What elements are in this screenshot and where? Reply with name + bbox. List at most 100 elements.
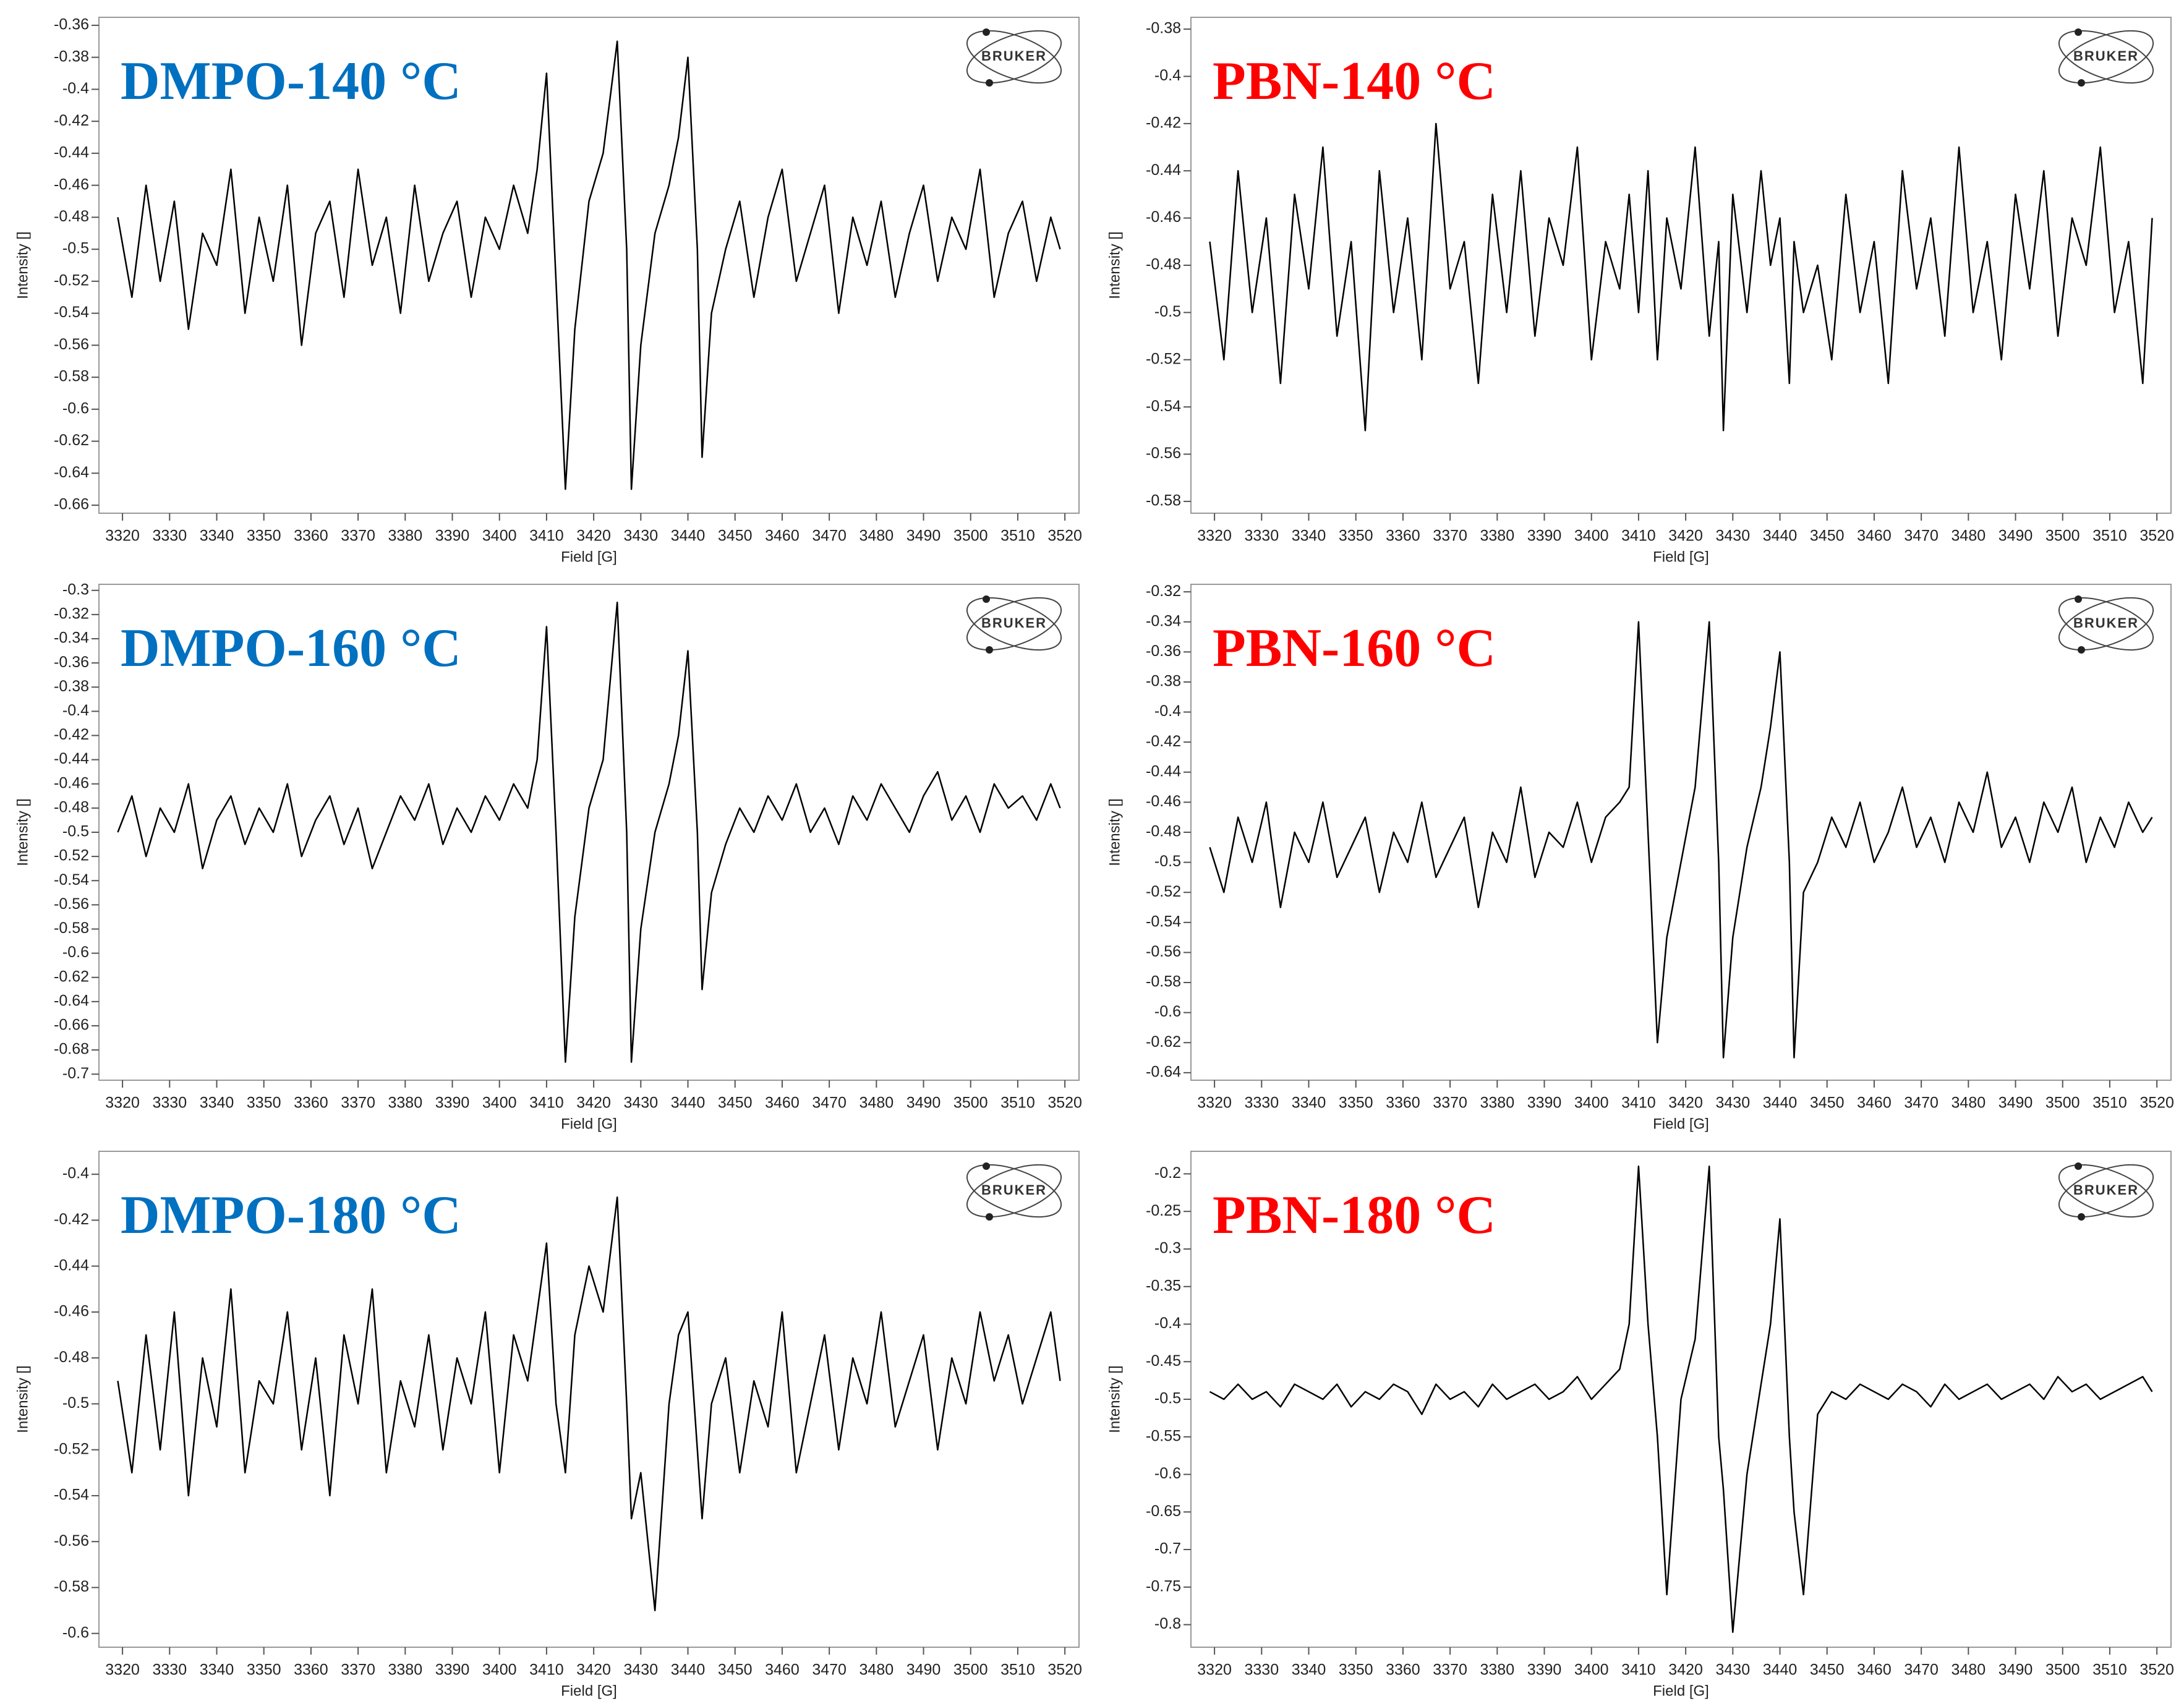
y-tick-label: -0.46 [1146, 793, 1181, 810]
x-tick-label: 3410 [529, 1661, 564, 1679]
x-tick-label: 3340 [1292, 1094, 1326, 1112]
x-tick-label: 3490 [906, 1661, 941, 1679]
x-tick-label: 3400 [1574, 1094, 1609, 1112]
y-tick-label: -0.38 [1146, 673, 1181, 690]
y-tick-label: -0.54 [1146, 913, 1181, 930]
y-tick-label: -0.46 [54, 176, 89, 193]
y-tick-label: -0.36 [54, 654, 89, 671]
y-tick-label: -0.4 [62, 1165, 89, 1182]
x-tick-label: 3410 [529, 527, 564, 545]
logo-text: BRUKER [2073, 615, 2139, 631]
y-tick-label: -0.8 [1154, 1615, 1181, 1632]
y-tick-label: -0.64 [1146, 1063, 1181, 1080]
x-tick-label: 3420 [576, 1661, 611, 1679]
x-tick-label: 3320 [105, 527, 140, 545]
plot-frame [98, 584, 1080, 1081]
x-tick-label: 3360 [1386, 1094, 1420, 1112]
y-tick-label: -0.2 [1154, 1164, 1181, 1182]
y-tick-label: -0.34 [1146, 612, 1181, 629]
logo-orbit [966, 30, 1062, 84]
x-tick-label: 3410 [1621, 527, 1656, 545]
x-tick-label: 3470 [1904, 1661, 1939, 1679]
logo-dot [986, 1213, 993, 1221]
x-tick-label: 3350 [1339, 527, 1373, 545]
x-tick-label: 3440 [1763, 527, 1798, 545]
x-tick-label: 3440 [1763, 1094, 1798, 1112]
x-tick-label: 3340 [1292, 527, 1326, 545]
logo-dot [986, 646, 993, 654]
y-tick-label: -0.46 [54, 1303, 89, 1320]
logo-dot [2078, 646, 2085, 654]
x-tick-label: 3400 [482, 1094, 517, 1112]
x-tick-label: 3470 [812, 1661, 847, 1679]
x-axis-label: Field [G] [1653, 548, 1709, 565]
logo-dot [2075, 1162, 2082, 1170]
y-tick-label: -0.62 [1146, 1033, 1181, 1051]
x-tick-label: 3470 [812, 527, 847, 545]
logo-dot [2078, 1213, 2085, 1221]
x-tick-label: 3460 [765, 1094, 800, 1112]
x-tick-label: 3460 [1857, 1661, 1892, 1679]
x-tick-label: 3450 [718, 1661, 753, 1679]
x-tick-label: 3390 [435, 527, 470, 545]
x-tick-label: 3360 [294, 1661, 328, 1679]
x-tick-label: 3370 [1433, 1094, 1467, 1112]
x-tick-label: 3450 [1810, 1661, 1845, 1679]
x-tick-label: 3370 [341, 527, 375, 545]
x-tick-label: 3500 [953, 1094, 988, 1112]
x-tick-label: 3440 [671, 1661, 706, 1679]
y-tick-label: -0.5 [1154, 1390, 1181, 1407]
x-tick-label: 3350 [1339, 1094, 1373, 1112]
x-tick-label: 3410 [529, 1094, 564, 1112]
x-tick-label: 3500 [2045, 527, 2080, 545]
x-tick-label: 3380 [388, 1661, 423, 1679]
x-tick-label: 3400 [482, 527, 517, 545]
y-tick-label: -0.48 [54, 208, 89, 225]
y-tick-label: -0.45 [1146, 1352, 1181, 1370]
logo-text: BRUKER [2073, 1182, 2139, 1198]
y-tick-label: -0.4 [1154, 1315, 1181, 1332]
x-tick-label: 3490 [906, 1094, 941, 1112]
y-tick-label: -0.5 [62, 1394, 89, 1412]
x-tick-label: 3500 [2045, 1661, 2080, 1679]
x-tick-label: 3380 [1480, 1661, 1515, 1679]
x-tick-label: 3440 [671, 527, 706, 545]
x-tick-label: 3510 [2092, 527, 2127, 545]
x-tick-label: 3440 [671, 1094, 706, 1112]
panel: 3320 3330 3340 3350 3360 3370 3380 3390 3400 3410… [1106, 1151, 2174, 1699]
y-tick-label: -0.6 [1154, 1003, 1181, 1020]
x-tick-label: 3490 [906, 527, 941, 545]
x-tick-label: 3430 [624, 527, 659, 545]
panel: 3320 3330 3340 3350 3360 3370 3380 3390 3400 3410… [14, 1151, 1082, 1699]
y-tick-label: -0.52 [1146, 883, 1181, 900]
panel-title: DMPO-160 °C [121, 618, 461, 678]
y-tick-label: -0.52 [54, 847, 89, 864]
y-tick-label: -0.75 [1146, 1577, 1181, 1595]
x-tick-label: 3520 [2139, 1094, 2174, 1112]
y-tick-label: -0.46 [54, 774, 89, 791]
x-tick-label: 3460 [1857, 1094, 1892, 1112]
y-tick-label: -0.66 [54, 496, 89, 513]
y-tick-label: -0.3 [1154, 1240, 1181, 1257]
x-tick-label: 3320 [1197, 1661, 1232, 1679]
y-tick-label: -0.48 [54, 798, 89, 816]
logo-orbit [2058, 1164, 2154, 1218]
x-tick-label: 3390 [1527, 1661, 1562, 1679]
y-axis-label: Intensity [] [1106, 231, 1123, 299]
x-tick-label: 3480 [1952, 1661, 1986, 1679]
y-tick-label: -0.6 [1154, 1465, 1181, 1482]
logo-dot [983, 28, 990, 36]
x-tick-label: 3480 [1952, 1094, 1986, 1112]
x-tick-label: 3460 [765, 527, 800, 545]
x-tick-label: 3490 [1998, 1094, 2033, 1112]
y-tick-label: -0.52 [54, 271, 89, 289]
x-tick-label: 3430 [1716, 1661, 1751, 1679]
logo-dot [983, 1162, 990, 1170]
x-tick-label: 3350 [247, 1661, 281, 1679]
x-tick-label: 3350 [1339, 1661, 1373, 1679]
x-axis-label: Field [G] [1653, 1115, 1709, 1132]
x-tick-label: 3490 [1998, 527, 2033, 545]
y-tick-label: -0.56 [1146, 943, 1181, 960]
y-tick-label: -0.5 [62, 823, 89, 840]
x-tick-label: 3320 [105, 1661, 140, 1679]
